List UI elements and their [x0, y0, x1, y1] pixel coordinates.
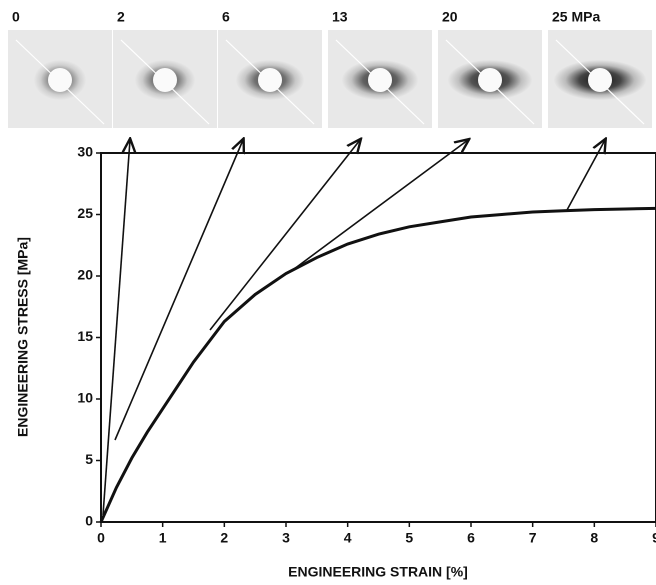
x-tick-label: 7 [529, 530, 537, 546]
arrow [566, 140, 605, 211]
x-tick-label: 9 [652, 530, 656, 546]
image-label: 6 [222, 9, 230, 25]
y-tick-label: 25 [77, 205, 93, 221]
beamstop [153, 68, 177, 92]
y-tick-label: 5 [85, 451, 93, 467]
image-label: 0 [12, 9, 20, 25]
y-tick-label: 15 [77, 328, 93, 344]
plot-frame [100, 152, 656, 523]
beamstop [588, 68, 612, 92]
x-tick-label: 5 [405, 530, 413, 546]
image-label: 2 [117, 9, 125, 25]
arrow [114, 140, 243, 441]
beamstop [478, 68, 502, 92]
arrow [209, 140, 360, 331]
y-axis-label: ENGINEERING STRESS [MPa] [15, 237, 31, 437]
x-tick-label: 8 [590, 530, 598, 546]
beamstop [48, 68, 72, 92]
arrow [102, 140, 130, 516]
x-tick-label: 4 [344, 530, 352, 546]
beamstop [258, 68, 282, 92]
x-tick-label: 0 [97, 530, 105, 546]
image-label: 20 [442, 9, 458, 25]
image-label: 25 MPa [552, 9, 600, 25]
stress-strain-curve [99, 206, 656, 523]
y-tick-label: 30 [77, 144, 93, 160]
arrows [102, 140, 605, 516]
x-tick-label: 2 [220, 530, 228, 546]
x-tick-label: 6 [467, 530, 475, 546]
y-tick-label: 0 [85, 513, 93, 529]
arrow [289, 140, 468, 273]
beamstop [368, 68, 392, 92]
x-tick-label: 3 [282, 530, 290, 546]
image-label: 13 [332, 9, 348, 25]
x-axis-label: ENGINEERING STRAIN [%] [288, 564, 468, 580]
x-tick-label: 1 [159, 530, 167, 546]
y-tick-label: 10 [77, 390, 93, 406]
y-tick-label: 20 [77, 267, 93, 283]
image-row: 0 2 6 13 20 25 MPa [8, 9, 652, 128]
